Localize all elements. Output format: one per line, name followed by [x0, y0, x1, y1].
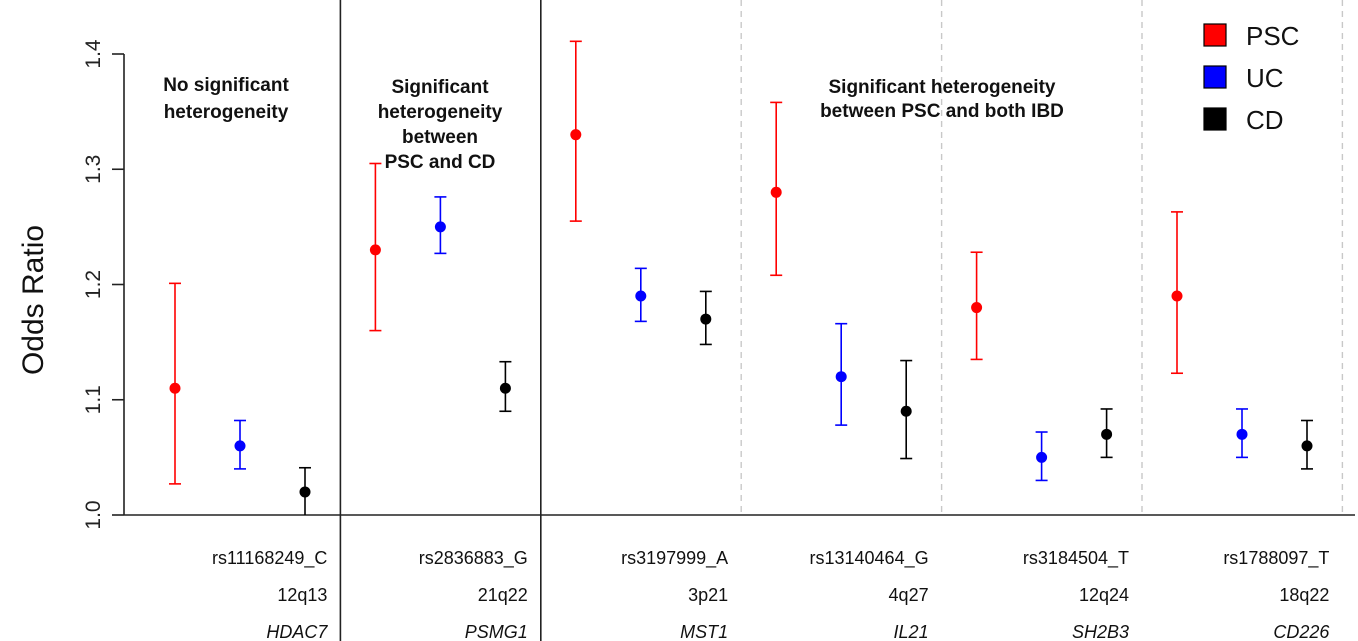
- data-point: [1236, 428, 1248, 440]
- gene-label: PSMG1: [465, 622, 528, 641]
- data-point: [1036, 451, 1048, 463]
- locus-label: 3p21: [688, 585, 728, 605]
- data-point: [234, 440, 246, 452]
- data-point: [900, 405, 912, 417]
- legend: PSC UC CD: [1203, 21, 1299, 135]
- data-point: [570, 129, 582, 141]
- data-point: [770, 186, 782, 198]
- locus-label: 21q22: [478, 585, 528, 605]
- snp-label: rs13140464_G: [810, 548, 929, 569]
- gene-label: HDAC7: [266, 622, 328, 641]
- locus-label: 18q22: [1279, 585, 1329, 605]
- snp-label: rs11168249_C: [212, 548, 327, 569]
- data-point: [299, 486, 311, 498]
- data-point: [1171, 290, 1183, 302]
- data-point: [169, 382, 181, 394]
- data-point: [434, 221, 446, 233]
- y-tick-label: 1.3: [82, 155, 105, 184]
- legend-swatch: [1203, 23, 1227, 47]
- annotation-text: between: [402, 127, 478, 148]
- snp-label: rs3184504_T: [1023, 548, 1129, 569]
- group-separators: [339, 0, 1344, 641]
- legend-swatch: [1203, 107, 1227, 131]
- x-axis-labels: rs11168249_C 12q13 HDAC7 rs2836883_G 21q22 PS…: [212, 548, 1330, 641]
- data-point: [700, 313, 712, 325]
- data-point: [369, 244, 381, 256]
- annotation-text: Significant heterogeneity: [829, 77, 1056, 98]
- snp-label: rs3197999_A: [621, 548, 728, 569]
- annotations: No significant heterogeneity Significant he…: [163, 75, 1064, 173]
- locus-label: 12q13: [277, 585, 327, 605]
- y-axis-label: Odds Ratio: [17, 225, 50, 375]
- legend-label: CD: [1246, 105, 1284, 135]
- y-tick-label: 1.4: [82, 39, 105, 69]
- snp-label: rs2836883_G: [419, 548, 528, 569]
- data-point: [835, 371, 847, 383]
- y-tick-label: 1.0: [82, 500, 105, 529]
- y-axis: 1.0 1.1 1.2 1.3 1.4: [82, 39, 1355, 530]
- snp-label: rs1788097_T: [1223, 548, 1329, 569]
- data-point: [1301, 440, 1313, 452]
- annotation-text: between PSC and both IBD: [820, 101, 1064, 122]
- locus-label: 12q24: [1079, 585, 1129, 605]
- data-point: [1101, 428, 1113, 440]
- legend-swatch: [1203, 65, 1227, 89]
- gene-label: CD226: [1273, 622, 1330, 641]
- data-point: [971, 302, 983, 314]
- gene-label: IL21: [894, 622, 929, 641]
- data-point: [499, 382, 511, 394]
- annotation-text: PSC and CD: [385, 152, 496, 173]
- annotation-text: No significant: [163, 75, 289, 96]
- y-tick-label: 1.2: [82, 270, 105, 299]
- annotation-text: heterogeneity: [378, 102, 503, 123]
- gene-label: SH2B3: [1072, 622, 1129, 641]
- locus-label: 4q27: [889, 585, 929, 605]
- annotation-text: heterogeneity: [164, 102, 289, 123]
- legend-label: UC: [1246, 63, 1284, 93]
- legend-label: PSC: [1246, 21, 1299, 51]
- data-point: [635, 290, 647, 302]
- annotation-text: Significant: [391, 77, 489, 98]
- gene-label: MST1: [680, 622, 728, 641]
- y-tick-label: 1.1: [82, 385, 105, 414]
- data-marks: [169, 40, 1313, 515]
